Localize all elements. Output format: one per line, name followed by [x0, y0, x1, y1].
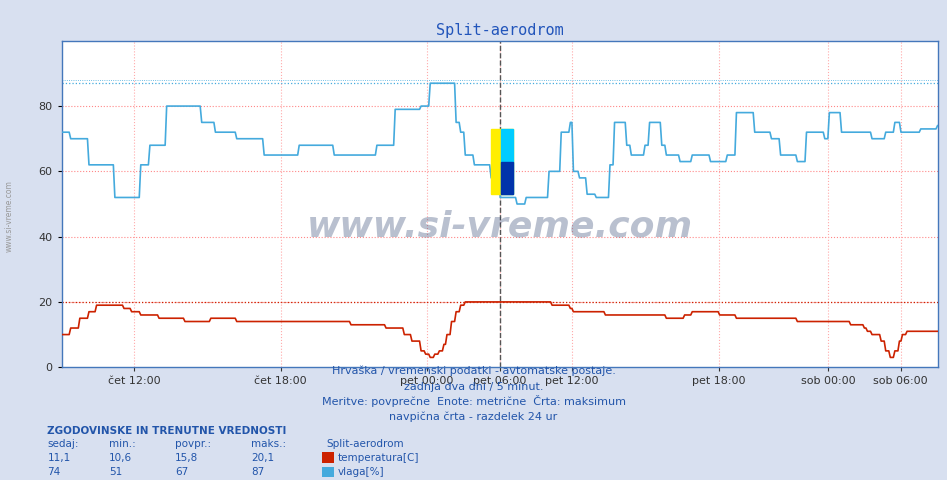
Text: vlaga[%]: vlaga[%] [338, 467, 384, 477]
Text: Hrvaška / vremenski podatki - avtomatske postaje.: Hrvaška / vremenski podatki - avtomatske… [331, 366, 616, 376]
Bar [501, 162, 512, 194]
Text: Split-aerodrom: Split-aerodrom [327, 439, 404, 449]
Text: zadnja dva dni / 5 minut.: zadnja dva dni / 5 minut. [403, 382, 544, 392]
Text: navpična črta - razdelek 24 ur: navpična črta - razdelek 24 ur [389, 412, 558, 422]
Text: 11,1: 11,1 [47, 453, 71, 463]
Text: povpr.:: povpr.: [175, 439, 211, 449]
Title: Split-aerodrom: Split-aerodrom [436, 23, 563, 38]
Text: 74: 74 [47, 467, 61, 477]
Text: www.si-vreme.com: www.si-vreme.com [307, 210, 692, 244]
Text: 20,1: 20,1 [251, 453, 274, 463]
Text: 87: 87 [251, 467, 264, 477]
Text: maks.:: maks.: [251, 439, 286, 449]
Text: temperatura[C]: temperatura[C] [338, 453, 420, 463]
Text: ZGODOVINSKE IN TRENUTNE VREDNOSTI: ZGODOVINSKE IN TRENUTNE VREDNOSTI [47, 426, 287, 436]
Text: Meritve: povprečne  Enote: metrične  Črta: maksimum: Meritve: povprečne Enote: metrične Črta:… [321, 395, 626, 407]
Text: www.si-vreme.com: www.si-vreme.com [5, 180, 14, 252]
Bar [491, 129, 512, 194]
Text: min.:: min.: [109, 439, 135, 449]
Text: sedaj:: sedaj: [47, 439, 79, 449]
Text: 67: 67 [175, 467, 188, 477]
Text: 51: 51 [109, 467, 122, 477]
Bar [501, 129, 512, 194]
Text: 15,8: 15,8 [175, 453, 199, 463]
Text: 10,6: 10,6 [109, 453, 132, 463]
